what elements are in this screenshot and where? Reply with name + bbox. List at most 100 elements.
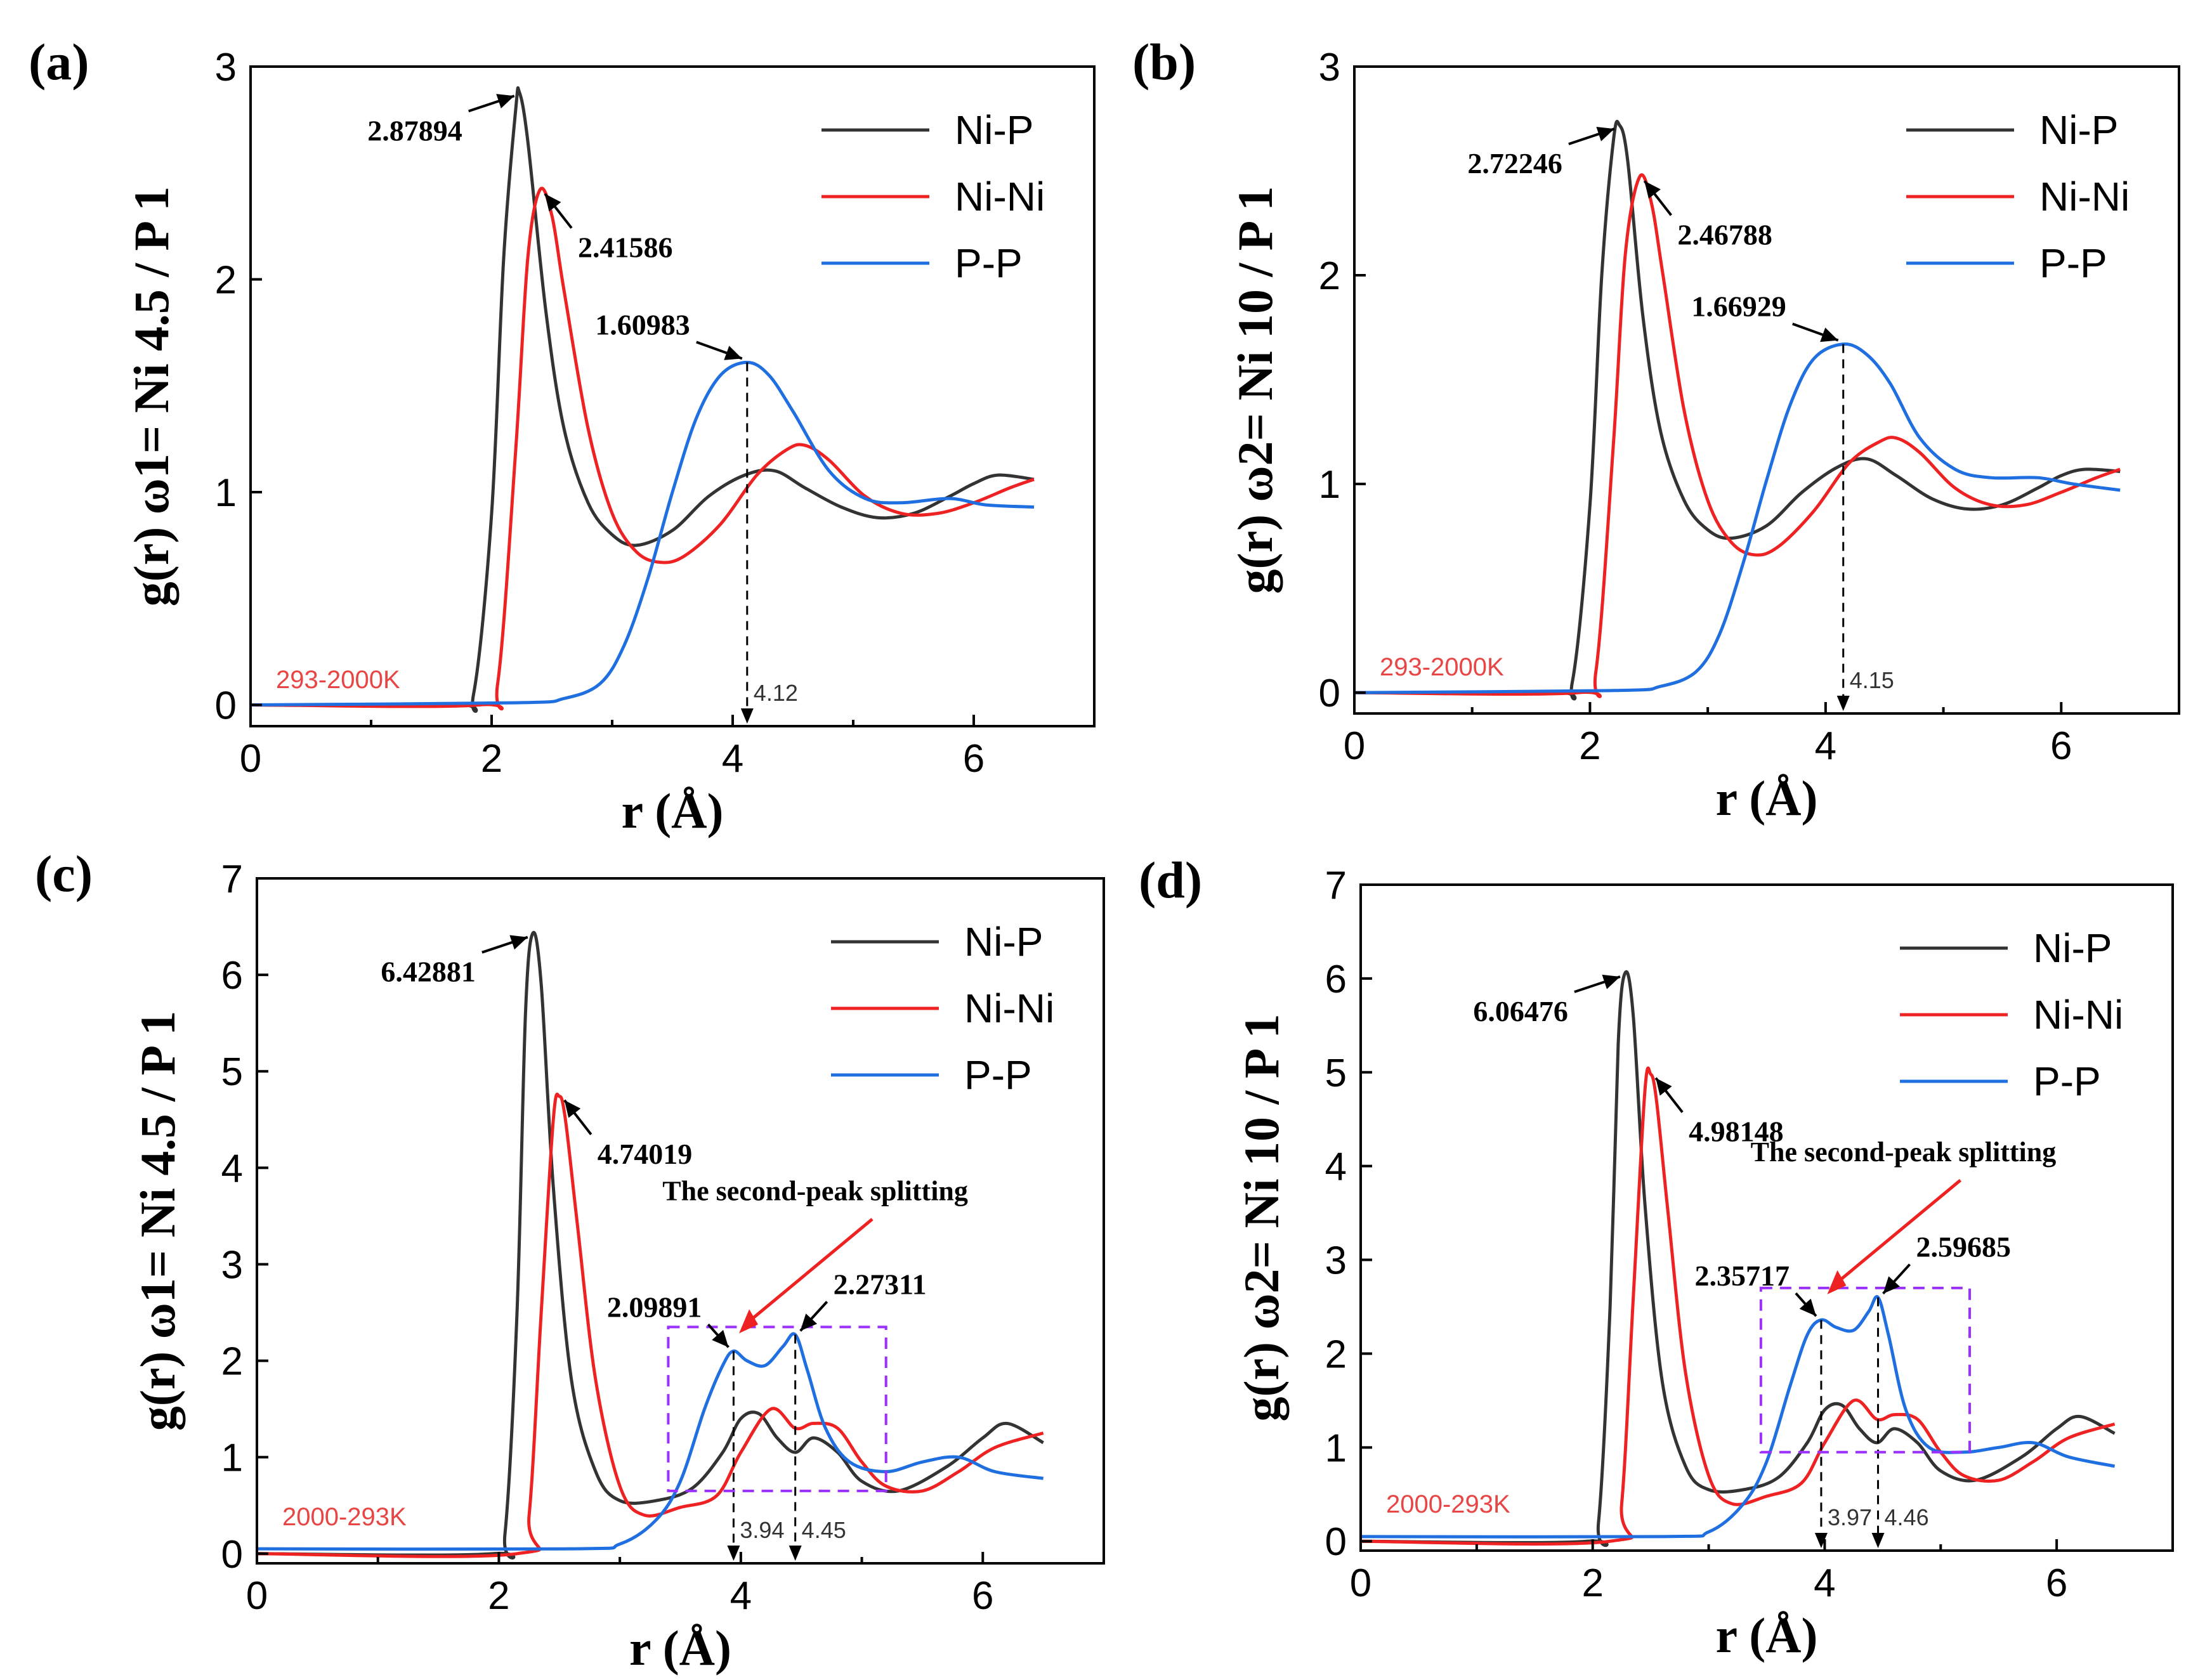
peak-value-label: 4.98148 [1689,1116,1784,1148]
legend-label: Ni-Ni [964,986,1054,1031]
legend-label: Ni-P [955,107,1033,153]
x-axis-label: r (Å) [622,783,724,838]
panel-b: 0 2 4 6 0 1 2 3 r (Å) g(r) ω2= Ni 10 / P 1 (b) Ni-P… [1132,33,2180,826]
peak-value-label: 2.09891 [607,1291,702,1323]
annotation-arrowhead [800,1313,818,1331]
splitting-arrowhead [739,1309,759,1334]
series-line-ni-p [257,930,1044,1560]
peak-value-label: 2.59685 [1916,1231,2012,1263]
splitting-arrow [1832,1178,1962,1287]
legend-label: P-P [955,240,1023,286]
y-tick-label: 0 [221,1533,243,1577]
x-tick-label: 2 [481,737,502,781]
y-axis-label: g(r) ω2= Ni 10 / P 1 [1234,1013,1289,1421]
panel-a: 0 2 4 6 0 1 2 3 r (Å) g(r) ω1= Ni 4.5 / P 1 (a) Ni-… [29,33,1096,838]
annotation-arrowhead [509,935,528,950]
x-axis-label: r (Å) [629,1620,731,1676]
y-tick-label: 4 [221,1147,243,1190]
series-line-p-p [1354,342,2121,694]
panel-label: (c) [35,845,93,902]
series-line-ni-p [1354,120,2121,701]
x-axis-label: r (Å) [1716,771,1818,826]
series-line-p-p [257,1332,1044,1551]
marker-label: 4.12 [754,680,798,706]
series-line-ni-ni [251,186,1035,711]
marker-label: 4.46 [1885,1504,1929,1530]
x-tick-label: 0 [1350,1561,1371,1605]
marker-label: 4.45 [802,1517,846,1543]
x-tick-label: 6 [2050,724,2072,768]
x-tick-label: 4 [1815,724,1836,768]
annotation-arrowhead [496,94,514,108]
x-tick-label: 4 [1814,1561,1835,1605]
splitting-arrowhead [1827,1270,1847,1294]
y-tick-label: 3 [1325,1239,1347,1283]
annotation-arrowhead [1602,974,1620,989]
peak-value-label: 6.06476 [1473,995,1568,1027]
legend-label: Ni-Ni [2039,174,2130,219]
y-tick-label: 3 [1319,46,1340,89]
y-tick-label: 5 [221,1050,243,1094]
annotation-arrowhead [1883,1276,1900,1294]
x-tick-label: 0 [246,1574,268,1618]
x-axis-label: r (Å) [1716,1608,1818,1663]
legend-label: P-P [964,1052,1032,1098]
marker-arrowhead [789,1546,802,1561]
y-tick-label: 6 [221,954,243,998]
x-tick-label: 6 [963,737,985,781]
plot-frame [249,65,1096,727]
temperature-label: 293-2000K [276,666,400,694]
panel-d: 0 2 4 6 0 1 2 3 4 5 6 7 r (Å) g(r) ω2= Ni 10 / P 1 (d)… [1139,851,2174,1663]
series-line-ni-ni [1361,1066,2116,1546]
panel-label: (a) [29,33,89,91]
plot-frame [1359,883,2174,1552]
peak-value-label: 4.74019 [598,1138,692,1170]
annotation-arrowhead [724,346,742,360]
splitting-label: The second-peak splitting [662,1175,968,1206]
y-tick-label: 6 [1325,958,1347,1001]
annotation-arrowhead [564,1100,581,1118]
y-tick-label: 1 [215,471,237,515]
splitting-box [1759,1286,1972,1454]
series-group [251,86,1035,713]
y-tick-label: 1 [1325,1426,1347,1470]
legend: Ni-P Ni-Ni P-P [1906,107,2130,286]
x-tick-label: 4 [722,737,743,781]
marker-label: 4.15 [1850,667,1894,693]
y-axis-label: g(r) ω1= Ni 4.5 / P 1 [124,186,179,607]
x-tick-label: 6 [972,1574,993,1618]
series-line-ni-ni [1354,173,2121,698]
marker-arrowhead [1871,1533,1885,1548]
legend-label: P-P [2039,240,2107,286]
legend-label: Ni-Ni [955,174,1045,219]
y-tick-label: 1 [221,1436,243,1480]
splitting-label: The second-peak splitting [1751,1136,2057,1168]
y-tick-label: 7 [1325,864,1347,908]
marker-arrowhead [727,1546,740,1561]
peak-value-label: 2.87894 [367,114,462,147]
y-tick-label: 2 [221,1340,243,1384]
series-line-ni-p [1361,970,2116,1547]
temperature-label: 293-2000K [1380,653,1504,681]
y-tick-label: 0 [1319,672,1340,715]
panel-c: 0 2 4 6 0 1 2 3 4 5 6 7 r (Å) g(r) ω1= Ni 4.5 / P 1 (c… [35,845,1105,1676]
y-tick-label: 0 [1325,1520,1347,1564]
peak-value-label: 2.46788 [1677,218,1772,251]
marker-arrowhead [740,708,754,724]
legend: Ni-P Ni-Ni P-P [821,107,1045,286]
annotation-arrowhead [545,193,561,212]
annotation-arrowhead [1799,1298,1816,1317]
y-axis-label: g(r) ω2= Ni 10 / P 1 [1227,186,1283,594]
series-group [257,930,1044,1560]
annotation-arrowhead [712,1329,729,1348]
temperature-label: 2000-293K [282,1503,407,1531]
legend-label: Ni-Ni [2033,992,2123,1038]
peak-value-label: 2.41586 [578,231,673,264]
panel-label: (d) [1139,851,1202,909]
marker-arrowhead [1836,696,1850,711]
x-tick-label: 0 [1344,724,1365,768]
y-tick-label: 2 [1325,1332,1347,1376]
series-line-p-p [251,360,1035,707]
y-axis-label: g(r) ω1= Ni 4.5 / P 1 [130,1011,185,1431]
